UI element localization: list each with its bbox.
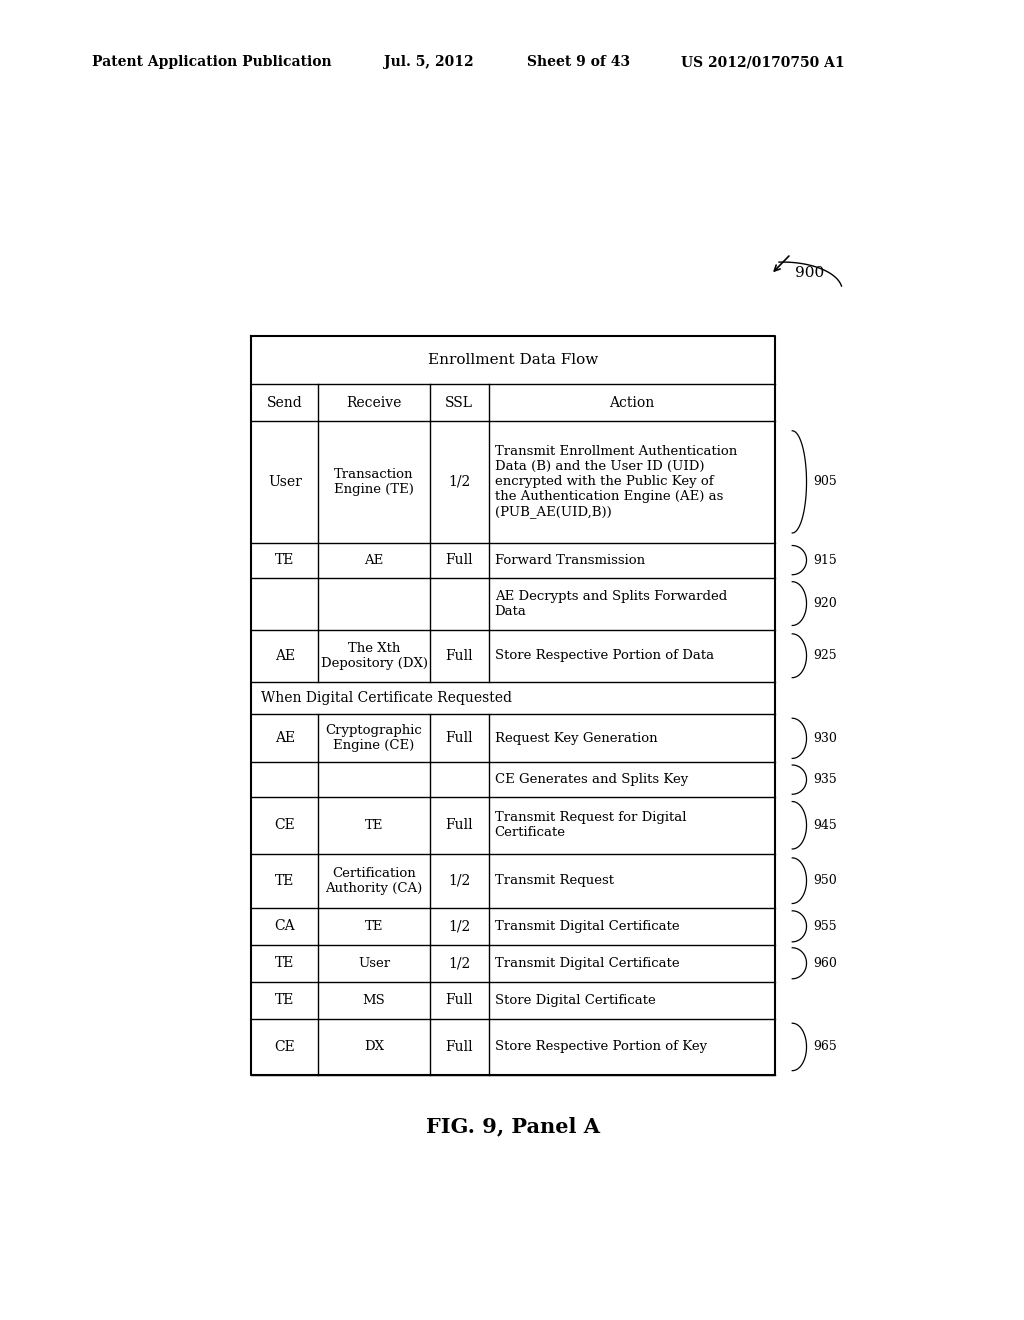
Text: AE: AE	[274, 731, 295, 746]
Text: SSL: SSL	[445, 396, 473, 409]
Text: AE Decrypts and Splits Forwarded
Data: AE Decrypts and Splits Forwarded Data	[495, 590, 727, 618]
Text: 920: 920	[813, 597, 837, 610]
Text: Jul. 5, 2012: Jul. 5, 2012	[384, 55, 474, 70]
Text: AE: AE	[365, 553, 384, 566]
Text: Transaction
Engine (TE): Transaction Engine (TE)	[334, 467, 414, 496]
Text: Action: Action	[609, 396, 654, 409]
Text: Sheet 9 of 43: Sheet 9 of 43	[527, 55, 631, 70]
Text: Full: Full	[445, 993, 473, 1007]
Text: Transmit Request for Digital
Certificate: Transmit Request for Digital Certificate	[495, 812, 686, 840]
Text: Full: Full	[445, 818, 473, 833]
Text: Full: Full	[445, 648, 473, 663]
Text: User: User	[268, 475, 302, 488]
Text: CE: CE	[274, 1040, 295, 1053]
Text: 945: 945	[813, 818, 837, 832]
Text: CE: CE	[274, 818, 295, 833]
Text: Full: Full	[445, 731, 473, 746]
Text: 1/2: 1/2	[449, 475, 470, 488]
Text: 930: 930	[813, 731, 837, 744]
Text: TE: TE	[365, 818, 383, 832]
Text: Certification
Authority (CA): Certification Authority (CA)	[326, 867, 423, 895]
Text: Transmit Digital Certificate: Transmit Digital Certificate	[495, 920, 679, 933]
Text: 955: 955	[813, 920, 837, 933]
Text: When Digital Certificate Requested: When Digital Certificate Requested	[260, 692, 512, 705]
Text: The Xth
Depository (DX): The Xth Depository (DX)	[321, 642, 427, 669]
Text: 1/2: 1/2	[449, 919, 470, 933]
Text: Store Digital Certificate: Store Digital Certificate	[495, 994, 655, 1007]
Text: AE: AE	[274, 648, 295, 663]
Text: TE: TE	[365, 920, 383, 933]
Text: Receive: Receive	[346, 396, 401, 409]
Text: Request Key Generation: Request Key Generation	[495, 731, 657, 744]
Text: Transmit Digital Certificate: Transmit Digital Certificate	[495, 957, 679, 970]
Text: Transmit Request: Transmit Request	[495, 874, 613, 887]
Text: Cryptographic
Engine (CE): Cryptographic Engine (CE)	[326, 725, 422, 752]
Text: 965: 965	[813, 1040, 837, 1053]
Text: Store Respective Portion of Key: Store Respective Portion of Key	[495, 1040, 707, 1053]
Text: DX: DX	[364, 1040, 384, 1053]
Text: Transmit Enrollment Authentication
Data (B) and the User ID (UID)
encrypted with: Transmit Enrollment Authentication Data …	[495, 445, 737, 519]
Text: Full: Full	[445, 1040, 473, 1053]
Text: CA: CA	[274, 919, 295, 933]
Text: Store Respective Portion of Data: Store Respective Portion of Data	[495, 649, 714, 663]
Text: MS: MS	[362, 994, 385, 1007]
Text: TE: TE	[275, 874, 295, 887]
Text: User: User	[358, 957, 390, 970]
Text: 1/2: 1/2	[449, 956, 470, 970]
Text: FIG. 9, Panel A: FIG. 9, Panel A	[426, 1115, 600, 1137]
Text: 935: 935	[813, 774, 837, 787]
Text: TE: TE	[275, 993, 295, 1007]
Text: Full: Full	[445, 553, 473, 568]
Text: 925: 925	[813, 649, 837, 663]
Text: CE Generates and Splits Key: CE Generates and Splits Key	[495, 774, 688, 787]
Text: 1/2: 1/2	[449, 874, 470, 887]
Text: US 2012/0170750 A1: US 2012/0170750 A1	[681, 55, 845, 70]
Text: TE: TE	[275, 956, 295, 970]
Text: Send: Send	[267, 396, 303, 409]
Text: Forward Transmission: Forward Transmission	[495, 553, 645, 566]
Text: TE: TE	[275, 553, 295, 568]
Text: 950: 950	[813, 874, 837, 887]
Text: 960: 960	[813, 957, 837, 970]
Text: 915: 915	[813, 553, 837, 566]
Text: Patent Application Publication: Patent Application Publication	[92, 55, 332, 70]
Text: 905: 905	[813, 475, 837, 488]
Text: Enrollment Data Flow: Enrollment Data Flow	[428, 354, 598, 367]
Text: 900: 900	[795, 267, 824, 280]
